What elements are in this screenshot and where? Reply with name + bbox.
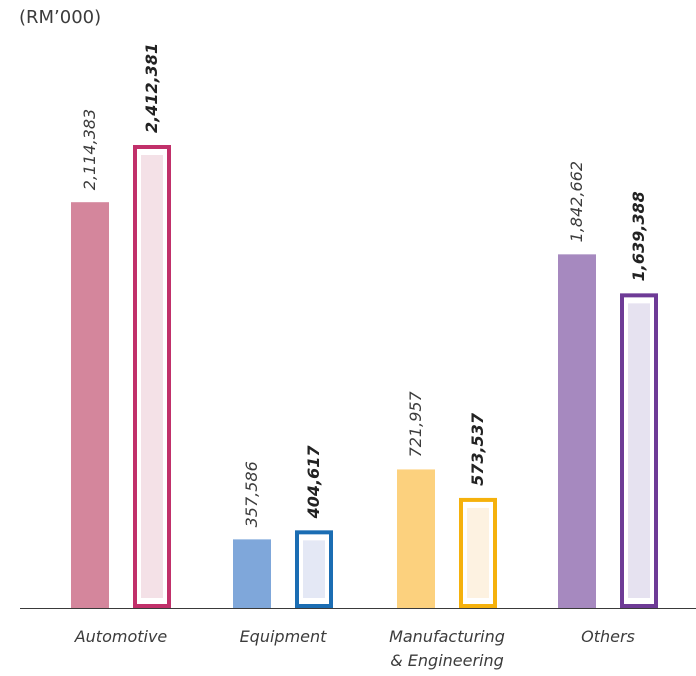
category-label: Manufacturing: [389, 627, 505, 646]
bar-series-2-fill: [141, 155, 163, 598]
category-label: & Engineering: [390, 651, 504, 670]
bar-series-1: [558, 254, 596, 608]
bar-series-1: [71, 202, 109, 608]
bar-series-2-fill: [628, 303, 650, 598]
bar-series-1: [233, 539, 271, 608]
bar-series-2-fill: [303, 540, 325, 598]
data-label-series-1: 1,842,662: [567, 161, 586, 242]
data-label-series-1: 357,586: [242, 461, 261, 527]
bar-series-2-fill: [467, 507, 489, 598]
data-label-series-2: 404,617: [304, 445, 323, 520]
data-label-series-1: 2,114,383: [80, 109, 99, 190]
category-label: Automotive: [74, 627, 168, 646]
bar-series-1: [397, 469, 435, 608]
category-label: Others: [581, 627, 635, 646]
category-label: Equipment: [240, 627, 328, 646]
data-label-series-2: 573,537: [468, 412, 487, 486]
data-label-series-2: 2,412,381: [142, 43, 161, 133]
data-label-series-1: 721,957: [406, 390, 425, 457]
unit-label: (RM’000): [19, 7, 102, 28]
data-label-series-2: 1,639,388: [629, 191, 648, 281]
